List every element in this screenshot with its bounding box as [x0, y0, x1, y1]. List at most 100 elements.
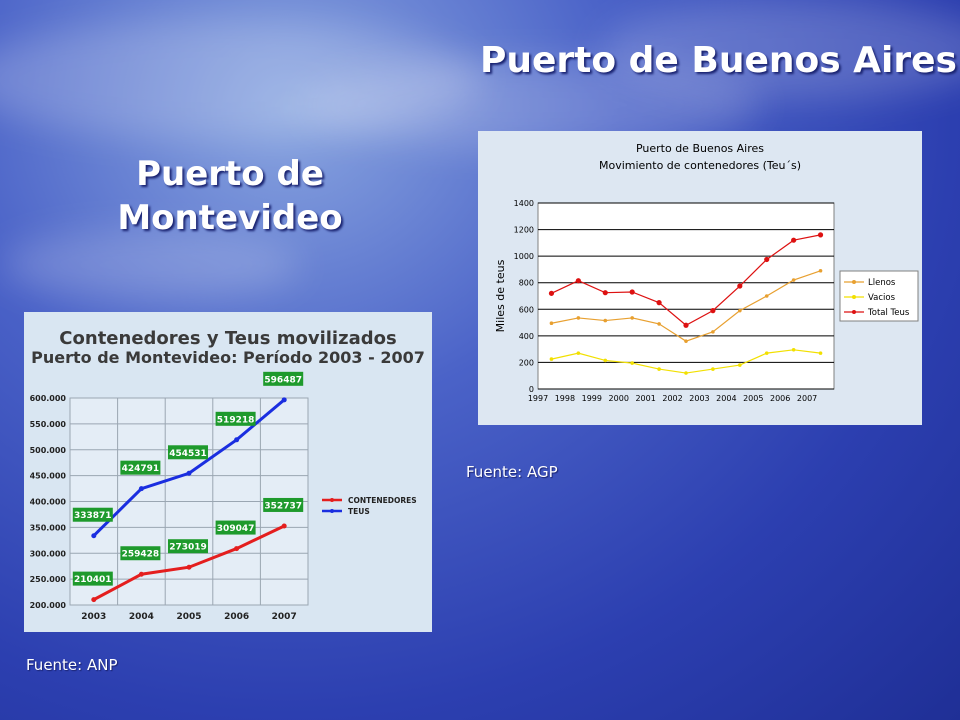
data-point: [711, 367, 715, 371]
x-tick-label: 1997: [528, 394, 548, 403]
y-tick-label: 250.000: [30, 575, 67, 584]
data-point: [791, 237, 797, 243]
data-point: [234, 546, 240, 552]
data-point: [548, 290, 555, 296]
data-point: [549, 321, 554, 326]
data-point: [234, 437, 240, 443]
data-label-box: [263, 497, 304, 512]
legend-label: TEUS: [348, 507, 370, 516]
legend-label: Vacios: [868, 293, 896, 303]
data-point: [186, 564, 192, 570]
legend-label: Total Teus: [867, 308, 910, 318]
y-tick-label: 1400: [514, 199, 534, 208]
data-point: [630, 316, 634, 320]
legend-marker: [852, 280, 856, 284]
data-point: [684, 339, 688, 343]
data-label-box: [168, 445, 208, 460]
background-cloud: [600, 0, 960, 100]
data-point: [576, 316, 581, 320]
y-tick-label: 600.000: [30, 394, 67, 403]
legend-label: CONTENEDORES: [348, 496, 417, 505]
y-tick-label: 1200: [514, 226, 534, 235]
data-point: [764, 256, 770, 263]
data-point: [711, 330, 715, 334]
data-label-box: [120, 546, 161, 561]
y-tick-label: 0: [529, 385, 534, 394]
x-tick-label: 2005: [176, 612, 201, 622]
y-tick-label: 400.000: [30, 498, 67, 507]
data-point: [737, 283, 743, 289]
y-tick-label: 200: [519, 358, 534, 367]
x-tick-label: 2001: [635, 394, 655, 403]
data-point: [549, 357, 554, 361]
data-point: [575, 278, 581, 284]
x-tick-label: 2000: [609, 394, 629, 403]
chart-title: Contenedores y Teus movilizados: [59, 328, 396, 349]
data-label: 519218: [217, 415, 255, 425]
x-tick-label: 2004: [716, 394, 736, 403]
legend-marker: [852, 295, 856, 299]
buenos-aires-chart-panel: Puerto de Buenos Aires Movimiento de cont…: [478, 131, 922, 425]
data-point: [764, 351, 769, 355]
data-point: [817, 232, 824, 238]
y-tick-label: 450.000: [30, 472, 67, 481]
data-label: 333871: [74, 511, 112, 521]
data-label: 596487: [264, 375, 302, 385]
y-tick-label: 350.000: [30, 523, 67, 532]
data-point: [683, 322, 689, 328]
data-point: [710, 308, 716, 314]
x-tick-label: 1998: [555, 394, 575, 403]
data-point: [603, 318, 608, 323]
y-tick-label: 500.000: [30, 446, 67, 455]
data-point: [629, 289, 635, 295]
slide-title-montevideo: Puerto de Montevideo: [117, 154, 343, 238]
data-point: [818, 268, 823, 273]
data-label: 309047: [217, 524, 255, 534]
data-point: [738, 363, 742, 367]
data-point: [764, 294, 769, 298]
montevideo-chart-panel: Contenedores y Teus movilizados Puerto de…: [24, 312, 432, 632]
data-point: [684, 371, 688, 375]
legend-marker: [330, 509, 334, 513]
data-point: [738, 308, 742, 313]
x-tick-label: 2003: [689, 394, 709, 403]
x-tick-label: 2007: [797, 394, 817, 403]
chart-subtitle: Movimiento de contenedores (Teu´s): [599, 159, 801, 172]
data-label-box: [215, 520, 256, 535]
x-tick-label: 1999: [582, 394, 602, 403]
data-point: [138, 571, 144, 577]
data-point: [603, 358, 608, 363]
y-tick-label: 1000: [514, 252, 534, 261]
data-label: 210401: [74, 575, 112, 585]
y-tick-label: 400: [519, 332, 534, 341]
data-label: 273019: [169, 543, 207, 553]
x-tick-label: 2005: [743, 394, 763, 403]
data-point: [657, 367, 661, 371]
x-tick-label: 2006: [224, 612, 249, 622]
data-label-box: [215, 411, 256, 426]
legend-label: Llenos: [868, 278, 896, 288]
data-label-box: [120, 460, 161, 475]
data-point: [791, 348, 796, 352]
x-tick-label: 2006: [770, 394, 790, 403]
data-point: [281, 523, 287, 529]
y-tick-label: 800: [519, 279, 534, 288]
data-point: [91, 597, 97, 603]
data-label: 424791: [122, 464, 160, 474]
plot-area: [537, 202, 835, 390]
y-tick-label: 300.000: [30, 549, 67, 558]
legend-marker: [852, 310, 856, 314]
data-label-box: [72, 571, 113, 586]
chart-subtitle: Puerto de Montevideo: Período 2003 - 200…: [31, 348, 425, 367]
data-label-box: [168, 539, 208, 554]
data-label: 259428: [122, 550, 160, 560]
background-cloud: [0, 20, 480, 140]
source-agp: Fuente: AGP: [466, 463, 558, 481]
slide-title-buenos-aires: Puerto de Buenos Aires: [480, 40, 957, 81]
y-tick-label: 600: [519, 305, 534, 314]
buenos-aires-chart: Puerto de Buenos Aires Movimiento de cont…: [494, 142, 919, 403]
x-tick-label: 2004: [129, 612, 154, 622]
data-label: 454531: [169, 449, 207, 459]
data-point: [657, 322, 661, 326]
